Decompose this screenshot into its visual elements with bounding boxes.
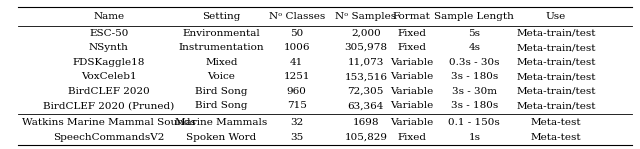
Text: Nᵒ Samples: Nᵒ Samples — [335, 12, 396, 21]
Text: 41: 41 — [290, 58, 303, 67]
Text: 715: 715 — [287, 101, 307, 111]
Text: 50: 50 — [290, 29, 303, 38]
Text: Setting: Setting — [202, 12, 241, 21]
Text: Meta-train/test: Meta-train/test — [516, 29, 596, 38]
Text: Instrumentation: Instrumentation — [179, 43, 264, 52]
Text: 2,000: 2,000 — [351, 29, 381, 38]
Text: Fixed: Fixed — [397, 43, 426, 52]
Text: 153,516: 153,516 — [344, 72, 387, 81]
Text: Meta-train/test: Meta-train/test — [516, 101, 596, 111]
Text: Watkins Marine Mammal Sounds: Watkins Marine Mammal Sounds — [22, 118, 196, 127]
Text: Marine Mammals: Marine Mammals — [175, 118, 268, 127]
Text: Sample Length: Sample Length — [435, 12, 514, 21]
Text: SpeechCommandsV2: SpeechCommandsV2 — [53, 133, 164, 142]
Text: Format: Format — [392, 12, 431, 21]
Text: 5s: 5s — [468, 29, 480, 38]
Text: Meta-test: Meta-test — [531, 118, 581, 127]
Text: ESC-50: ESC-50 — [89, 29, 129, 38]
Text: Meta-test: Meta-test — [531, 133, 581, 142]
Text: 3s - 180s: 3s - 180s — [451, 72, 498, 81]
Text: Name: Name — [93, 12, 124, 21]
Text: Fixed: Fixed — [397, 29, 426, 38]
Text: Variable: Variable — [390, 101, 433, 111]
Text: 1251: 1251 — [284, 72, 310, 81]
Text: Variable: Variable — [390, 87, 433, 96]
Text: 1006: 1006 — [284, 43, 310, 52]
Text: BirdCLEF 2020 (Pruned): BirdCLEF 2020 (Pruned) — [43, 101, 174, 111]
Text: 35: 35 — [290, 133, 303, 142]
Text: Environmental: Environmental — [182, 29, 260, 38]
Text: Mixed: Mixed — [205, 58, 238, 67]
Text: NSynth: NSynth — [89, 43, 129, 52]
Text: Voice: Voice — [207, 72, 236, 81]
Text: 4s: 4s — [468, 43, 480, 52]
Text: Bird Song: Bird Song — [195, 87, 248, 96]
Text: 3s - 30m: 3s - 30m — [452, 87, 497, 96]
Text: Meta-train/test: Meta-train/test — [516, 87, 596, 96]
Text: Variable: Variable — [390, 72, 433, 81]
Text: 305,978: 305,978 — [344, 43, 387, 52]
Text: 32: 32 — [290, 118, 303, 127]
Text: 105,829: 105,829 — [344, 133, 387, 142]
Text: FDSKaggle18: FDSKaggle18 — [72, 58, 145, 67]
Text: 1698: 1698 — [353, 118, 379, 127]
Text: 63,364: 63,364 — [348, 101, 384, 111]
Text: Meta-train/test: Meta-train/test — [516, 72, 596, 81]
Text: 0.1 - 150s: 0.1 - 150s — [449, 118, 500, 127]
Text: Fixed: Fixed — [397, 133, 426, 142]
Text: VoxCeleb1: VoxCeleb1 — [81, 72, 136, 81]
Text: Bird Song: Bird Song — [195, 101, 248, 111]
Text: 11,073: 11,073 — [348, 58, 384, 67]
Text: 3s - 180s: 3s - 180s — [451, 101, 498, 111]
Text: 72,305: 72,305 — [348, 87, 384, 96]
Text: Variable: Variable — [390, 58, 433, 67]
Text: Spoken Word: Spoken Word — [186, 133, 257, 142]
Text: 0.3s - 30s: 0.3s - 30s — [449, 58, 500, 67]
Text: Meta-train/test: Meta-train/test — [516, 43, 596, 52]
Text: BirdCLEF 2020: BirdCLEF 2020 — [68, 87, 150, 96]
Text: Nᵒ Classes: Nᵒ Classes — [269, 12, 325, 21]
Text: Meta-train/test: Meta-train/test — [516, 58, 596, 67]
Text: Use: Use — [546, 12, 566, 21]
Text: 960: 960 — [287, 87, 307, 96]
Text: Variable: Variable — [390, 118, 433, 127]
Text: 1s: 1s — [468, 133, 480, 142]
